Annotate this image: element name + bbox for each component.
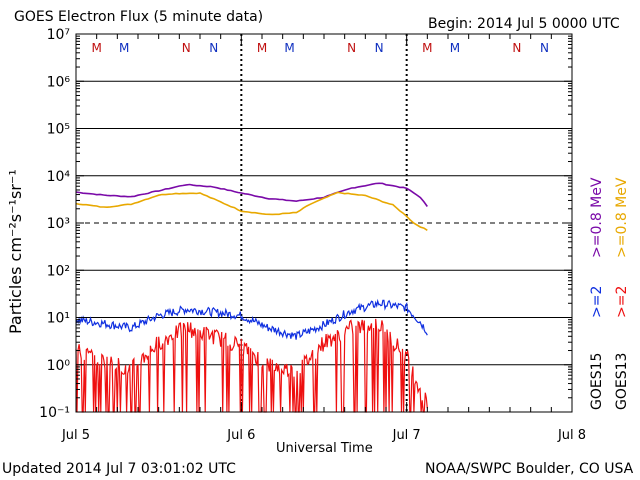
event-marker: M bbox=[422, 41, 432, 55]
event-marker: N bbox=[512, 41, 521, 55]
y-tick-label: 10⁻¹ bbox=[39, 405, 70, 421]
legend-goes13: GOES13 bbox=[614, 352, 630, 410]
series-line bbox=[75, 298, 428, 340]
event-marker: N bbox=[209, 41, 218, 55]
y-tick-label: 10⁴ bbox=[47, 169, 71, 185]
event-marker: N bbox=[182, 41, 191, 55]
legend-red: >=2 bbox=[614, 285, 630, 318]
x-tick-label: Jul 5 bbox=[61, 428, 90, 443]
event-marker: N bbox=[540, 41, 549, 55]
axis-ticks: 10⁻¹ 10⁰ 10¹ 10² 10³ 10⁴ 10⁵ 10⁶ 10⁷ Jul 5 Jul 6 Ju… bbox=[39, 27, 586, 443]
event-marker: M bbox=[284, 41, 294, 55]
y-tick-label: 10¹ bbox=[47, 311, 70, 327]
legend-blue: >=2 bbox=[589, 285, 605, 318]
event-marker: M bbox=[91, 41, 101, 55]
chart-title: GOES Electron Flux (5 minute data) bbox=[14, 9, 264, 25]
begin-date: Begin: 2014 Jul 5 0000 UTC bbox=[428, 16, 620, 32]
series-line bbox=[75, 182, 428, 207]
event-marker: N bbox=[347, 41, 356, 55]
x-tick-label: Jul 7 bbox=[392, 428, 421, 443]
data-series bbox=[75, 182, 428, 413]
event-marker: M bbox=[119, 41, 129, 55]
y-tick-label: 10⁵ bbox=[47, 122, 70, 138]
series-line bbox=[75, 318, 428, 413]
source-credit: NOAA/SWPC Boulder, CO USA bbox=[425, 461, 634, 477]
x-tick-label: Jul 6 bbox=[226, 428, 255, 443]
x-tick-label: Jul 8 bbox=[557, 428, 586, 443]
y-tick-label: 10⁶ bbox=[47, 74, 71, 90]
y-axis-label: Particles cm⁻²s⁻¹sr⁻¹ bbox=[6, 169, 25, 334]
legend-orange: >=0.8 MeV bbox=[614, 177, 630, 258]
event-marker: M bbox=[257, 41, 267, 55]
y-tick-label: 10² bbox=[47, 263, 70, 279]
event-marker: M bbox=[450, 41, 460, 55]
updated-timestamp: Updated 2014 Jul 7 03:01:02 UTC bbox=[2, 461, 236, 477]
y-tick-label: 10⁷ bbox=[47, 27, 70, 43]
legend-goes15: GOES15 bbox=[589, 352, 605, 410]
x-axis-label: Universal Time bbox=[276, 441, 373, 456]
y-tick-label: 10⁰ bbox=[47, 358, 71, 374]
event-marker: N bbox=[375, 41, 384, 55]
series-line bbox=[75, 191, 428, 231]
y-tick-label: 10³ bbox=[47, 216, 70, 232]
legend-purple: >=0.8 MeV bbox=[589, 177, 605, 258]
